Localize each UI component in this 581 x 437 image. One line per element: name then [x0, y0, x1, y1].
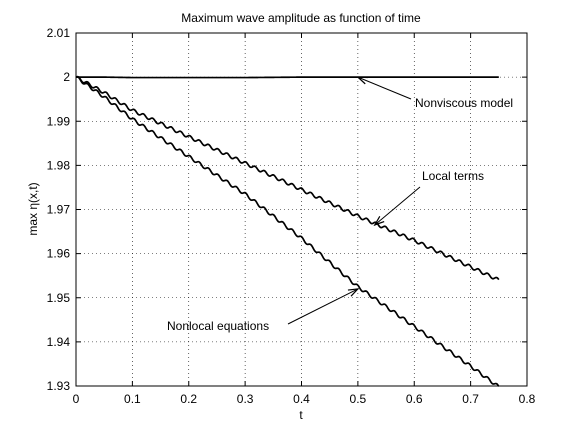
x-tick-label: 0.3 [237, 392, 254, 406]
x-tick-label: 0.4 [293, 392, 310, 406]
y-tick-label: 1.95 [47, 291, 71, 305]
ticks: 0 0.1 0.2 0.3 0.4 0.5 0.6 0.7 0.8 1.93 1.94 1.95 1.9… [47, 26, 536, 406]
x-tick-label: 0 [73, 392, 80, 406]
annotation-arrow-head [356, 76, 368, 85]
y-tick-label: 1.99 [47, 114, 71, 128]
x-tick-label: 0.6 [406, 392, 423, 406]
annotation-label: Local terms [422, 169, 484, 183]
series-line [75, 76, 500, 387]
x-tick-label: 0.8 [519, 392, 536, 406]
y-tick-label: 1.97 [47, 203, 71, 217]
y-tick-label: 1.93 [47, 379, 71, 393]
x-axis-label: t [299, 408, 303, 422]
grid [76, 33, 527, 386]
annotations: Nonviscous model Local terms Nonlocal equa… [167, 76, 513, 333]
annotation-arrow-line [287, 288, 359, 325]
y-tick-label: 2 [63, 70, 70, 84]
y-tick-label: 1.98 [47, 158, 71, 172]
annotation-label: Nonlocal equations [167, 319, 269, 333]
series-line [75, 75, 500, 281]
annotation-arrow-head [373, 215, 385, 227]
x-tick-label: 0.7 [462, 392, 479, 406]
y-tick-label: 1.96 [47, 247, 71, 261]
y-axis-label: max η(x,t) [26, 182, 40, 235]
chart-title: Maximum wave amplitude as function of ti… [181, 11, 421, 25]
annotation-arrow-head [347, 288, 360, 297]
y-tick-label: 1.94 [47, 335, 71, 349]
x-tick-label: 0.1 [124, 392, 141, 406]
plot-series [75, 75, 500, 387]
y-tick-label: 2.01 [47, 26, 71, 40]
annotation-label: Nonviscous model [415, 96, 513, 110]
x-tick-label: 0.2 [180, 392, 197, 406]
x-tick-label: 0.5 [350, 392, 367, 406]
annotation-arrow-line [357, 76, 412, 100]
annotation-arrow-line [374, 186, 421, 226]
